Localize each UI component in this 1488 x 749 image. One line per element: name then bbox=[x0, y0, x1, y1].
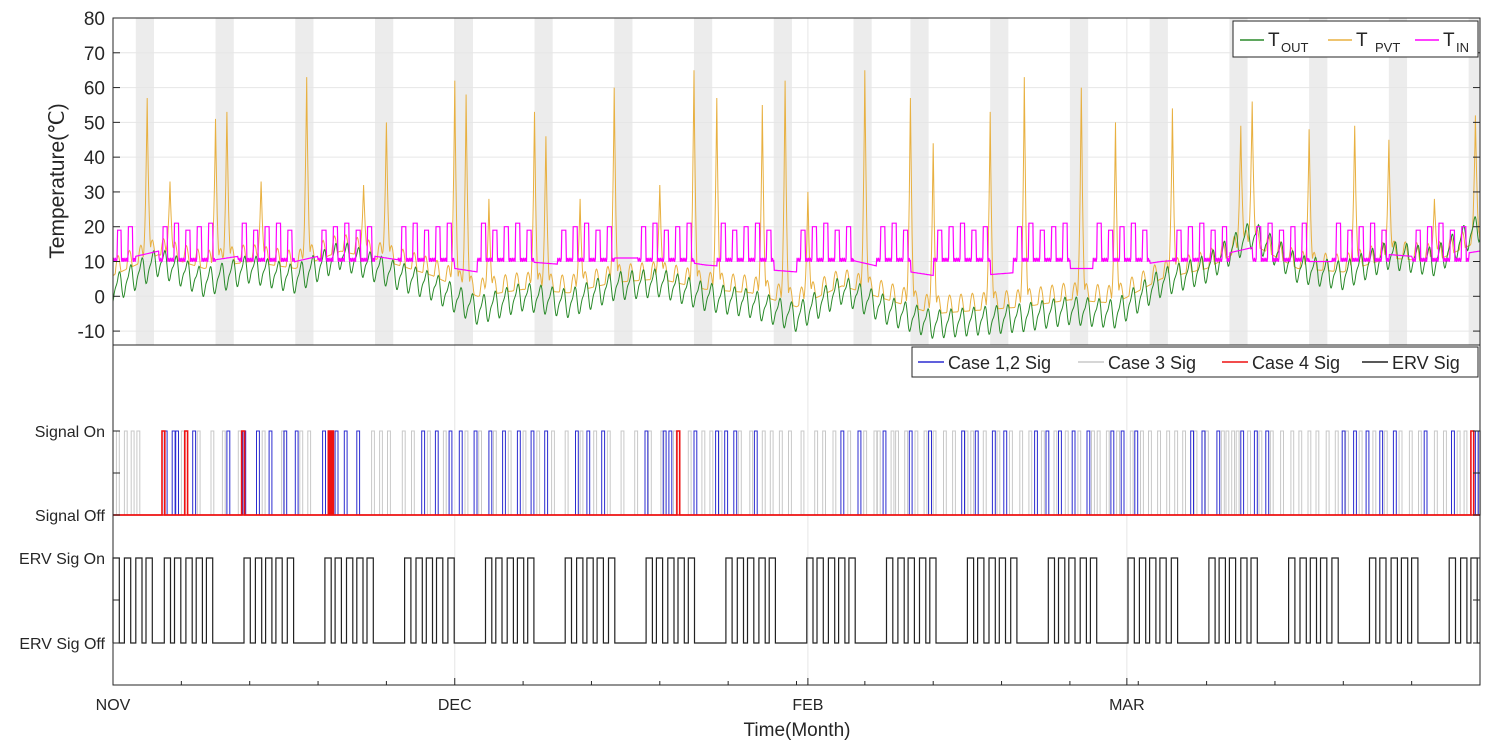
shaded-band-11 bbox=[990, 18, 1009, 345]
series-line-t-in bbox=[112, 222, 1481, 277]
signal-legend-label-0: Case 1,2 Sig bbox=[948, 353, 1051, 373]
temperature-legend: T OUT T PVT T IN bbox=[1232, 20, 1479, 58]
shaded-band-10 bbox=[910, 18, 929, 345]
signal-legend-label-1: Case 3 Sig bbox=[1108, 353, 1196, 373]
signal-legend: Case 1,2 Sig Case 3 Sig Case 4 Sig ERV Sig bbox=[911, 346, 1479, 378]
shaded-band-13 bbox=[1149, 18, 1168, 345]
signal-y-ticks: ERV Sig Off ERV Sig On Signal Off Signal On bbox=[19, 424, 1480, 653]
series-line-t-out bbox=[112, 216, 1481, 339]
legend-label-1: T bbox=[1356, 30, 1368, 51]
temperature-y-label: Temperature(℃) bbox=[46, 103, 69, 258]
x-tick-label-3: MAR bbox=[1109, 697, 1145, 714]
x-tick-label-1: DEC bbox=[438, 697, 472, 714]
signal-tick-label-1: ERV Sig On bbox=[19, 551, 105, 568]
shaded-band-16 bbox=[1388, 18, 1408, 345]
signal-legend-label-3: ERV Sig bbox=[1392, 353, 1460, 373]
shaded-band-14 bbox=[1229, 18, 1248, 345]
temperature-grid bbox=[112, 17, 1480, 345]
shaded-band-2 bbox=[295, 18, 314, 345]
shaded-band-6 bbox=[614, 18, 633, 345]
temperature-tick-label-6: 50 bbox=[84, 113, 105, 134]
signal-tick-label-2: Signal Off bbox=[35, 508, 106, 525]
series-line-erv-sig bbox=[112, 557, 1480, 644]
signal-tick-label-0: ERV Sig Off bbox=[19, 636, 105, 653]
shaded-band-7 bbox=[693, 18, 713, 345]
signal-x-ticks: NOV DEC FEB MAR bbox=[96, 678, 1413, 714]
signal-tick-label-3: Signal On bbox=[35, 424, 105, 441]
temperature-tick-label-9: 80 bbox=[84, 9, 105, 30]
temperature-tick-label-8: 70 bbox=[84, 44, 105, 65]
signal-x-label: Time(Month) bbox=[744, 720, 851, 741]
shaded-band-1 bbox=[215, 18, 234, 345]
temperature-tick-label-2: 10 bbox=[84, 253, 105, 274]
signal-panel: ERV Sig Off ERV Sig On Signal Off Signal On… bbox=[19, 344, 1482, 741]
series-line-case-4-sig bbox=[113, 430, 1480, 516]
temperature-tick-label-7: 60 bbox=[84, 79, 105, 100]
series-line-case-1-2-sig bbox=[113, 430, 1480, 516]
temperature-tick-label-5: 40 bbox=[84, 148, 105, 169]
temperature-tick-label-4: 30 bbox=[84, 183, 105, 204]
temperature-legend-box bbox=[1232, 20, 1479, 58]
series-line-t-pvt bbox=[112, 70, 1481, 314]
legend-label-0: T bbox=[1268, 30, 1280, 51]
legend-label-2: T bbox=[1443, 30, 1455, 51]
legend-sublabel-0: OUT bbox=[1281, 40, 1309, 55]
temperature-tick-label-3: 20 bbox=[84, 218, 105, 239]
temperature-series bbox=[112, 70, 1481, 339]
legend-sublabel-1: PVT bbox=[1375, 40, 1400, 55]
temperature-tick-label-1: 0 bbox=[94, 287, 105, 308]
signal-legend-label-2: Case 4 Sig bbox=[1252, 353, 1340, 373]
x-tick-label-0: NOV bbox=[96, 697, 131, 714]
shaded-bands bbox=[135, 18, 1480, 345]
temperature-tick-label-0: -10 bbox=[78, 322, 105, 343]
x-tick-label-2: FEB bbox=[792, 697, 823, 714]
series-line-case-3-sig bbox=[113, 430, 1482, 516]
signal-series bbox=[112, 430, 1482, 644]
legend-sublabel-2: IN bbox=[1456, 40, 1469, 55]
